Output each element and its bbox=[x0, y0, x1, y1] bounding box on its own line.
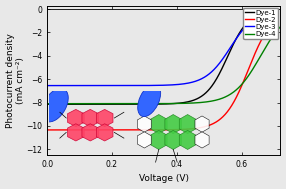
Polygon shape bbox=[137, 132, 152, 148]
X-axis label: Voltage (V): Voltage (V) bbox=[139, 174, 189, 184]
Dye-2 bbox=[151, 129, 155, 131]
Dye-4 bbox=[282, 23, 285, 25]
Polygon shape bbox=[67, 109, 84, 127]
Polygon shape bbox=[137, 116, 152, 132]
Dye-3 bbox=[244, 26, 247, 28]
Dye-1 bbox=[45, 103, 49, 105]
Legend: Dye-1, Dye-2, Dye-3, Dye-4: Dye-1, Dye-2, Dye-3, Dye-4 bbox=[243, 8, 278, 39]
Dye-4 bbox=[186, 102, 190, 104]
Dye-3 bbox=[212, 69, 215, 71]
Polygon shape bbox=[195, 132, 209, 148]
Polygon shape bbox=[82, 109, 99, 127]
Polygon shape bbox=[195, 116, 209, 132]
Dye-3 bbox=[249, 21, 252, 23]
Dye-3 bbox=[166, 84, 170, 86]
Dye-2 bbox=[263, 33, 267, 35]
Polygon shape bbox=[96, 124, 113, 141]
Dye-3 bbox=[45, 84, 49, 87]
Line: Dye-1: Dye-1 bbox=[47, 23, 247, 104]
Dye-1 bbox=[209, 86, 213, 88]
Dye-1 bbox=[142, 103, 145, 105]
Dye-2 bbox=[45, 129, 49, 131]
Dye-2 bbox=[166, 129, 170, 131]
Polygon shape bbox=[150, 115, 167, 134]
Dye-1 bbox=[164, 103, 168, 105]
Line: Dye-2: Dye-2 bbox=[47, 26, 270, 130]
Dye-4 bbox=[158, 102, 161, 105]
Dye-1 bbox=[241, 27, 244, 30]
Dye-3 bbox=[143, 84, 147, 87]
Dye-3 bbox=[142, 84, 146, 87]
Polygon shape bbox=[179, 130, 196, 149]
Dye-4 bbox=[159, 102, 162, 105]
Dye-1 bbox=[154, 103, 157, 105]
Ellipse shape bbox=[138, 84, 161, 117]
Dye-2 bbox=[178, 128, 182, 131]
Dye-4 bbox=[45, 103, 49, 105]
Dye-3 bbox=[156, 84, 159, 87]
Dye-4 bbox=[173, 102, 177, 105]
Ellipse shape bbox=[42, 88, 68, 122]
Dye-4 bbox=[239, 84, 243, 87]
Polygon shape bbox=[165, 115, 182, 134]
Dye-2 bbox=[269, 25, 272, 27]
Polygon shape bbox=[179, 115, 196, 134]
Polygon shape bbox=[150, 130, 167, 149]
Polygon shape bbox=[96, 109, 113, 127]
Polygon shape bbox=[67, 124, 84, 141]
Line: Dye-3: Dye-3 bbox=[47, 22, 251, 86]
Dye-2 bbox=[228, 107, 232, 109]
Dye-1 bbox=[140, 103, 144, 105]
Polygon shape bbox=[82, 124, 99, 141]
Dye-4 bbox=[276, 29, 279, 31]
Dye-2 bbox=[153, 129, 156, 131]
Polygon shape bbox=[165, 130, 182, 149]
Y-axis label: Photocurrent density
(mA cm⁻²): Photocurrent density (mA cm⁻²) bbox=[5, 33, 25, 128]
Line: Dye-4: Dye-4 bbox=[47, 24, 283, 104]
Dye-1 bbox=[245, 22, 249, 24]
